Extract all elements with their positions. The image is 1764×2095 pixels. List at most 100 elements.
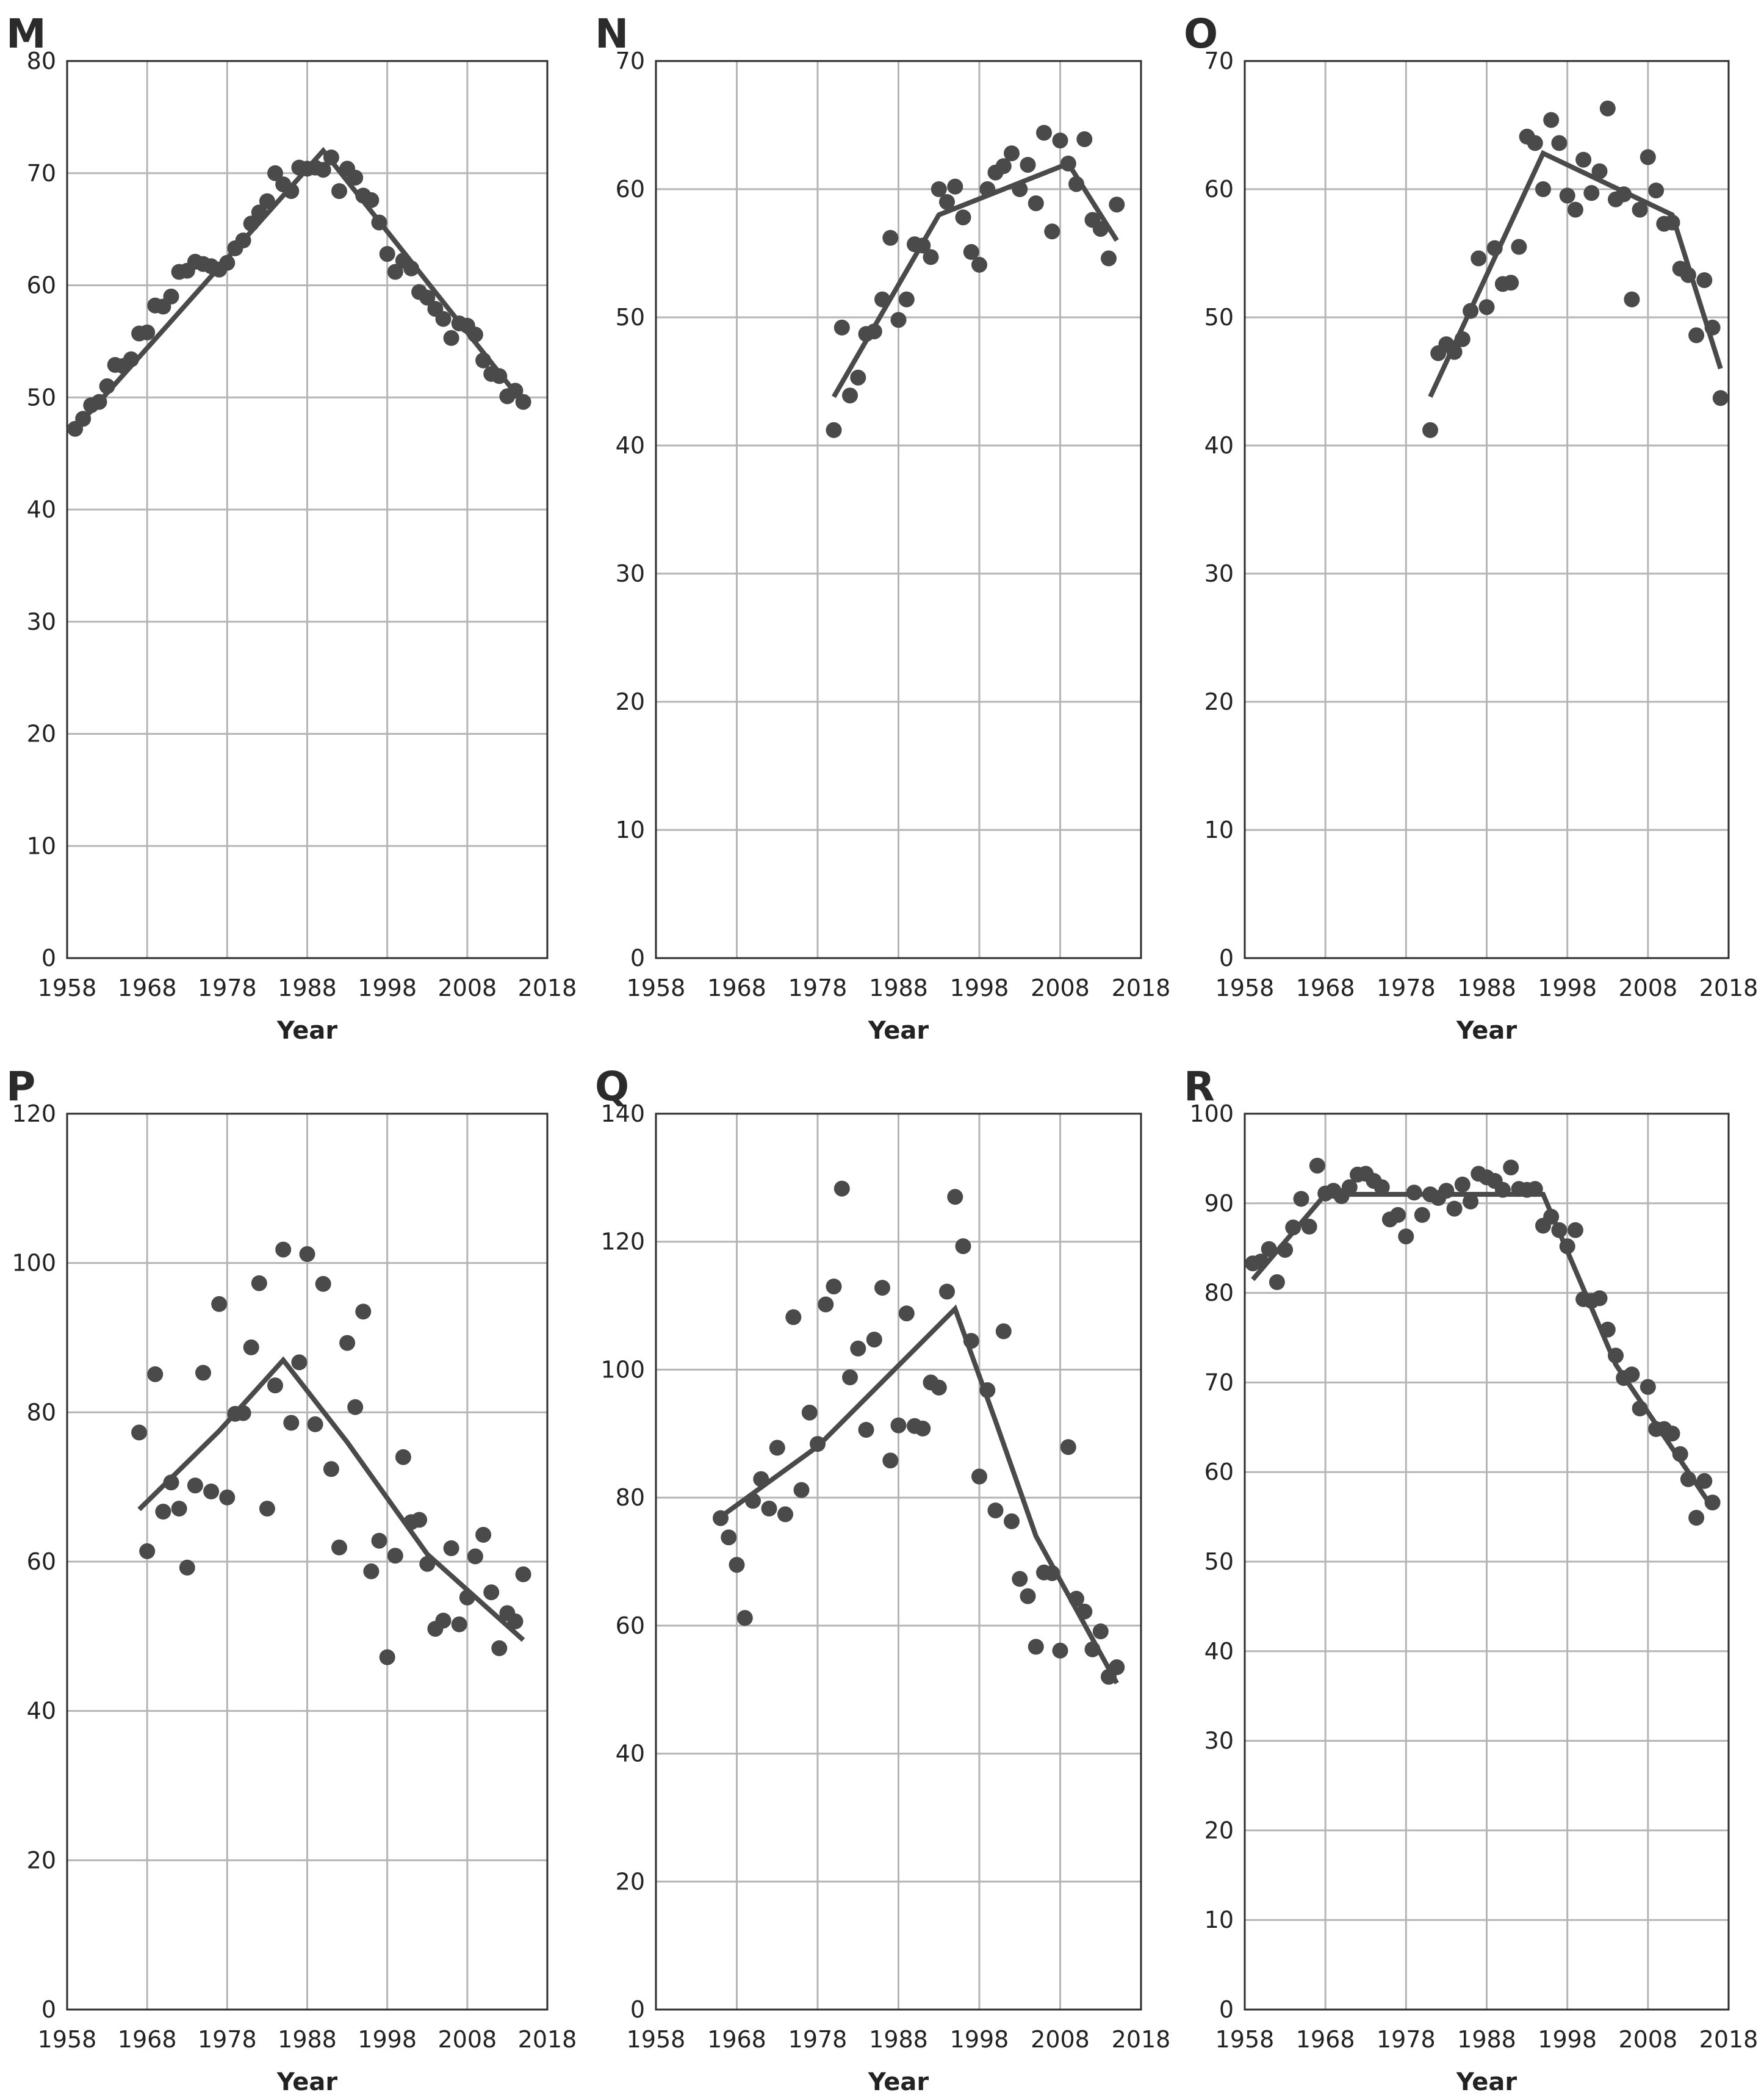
data-point — [515, 1566, 531, 1582]
data-point — [163, 1474, 179, 1491]
y-tick-label: 10 — [27, 832, 56, 859]
trend-line — [719, 1304, 1119, 1685]
x-tick-label: 1998 — [358, 975, 417, 1001]
data-point — [769, 1440, 785, 1456]
data-point — [1704, 319, 1721, 336]
y-tick-label: 60 — [616, 176, 645, 203]
data-point — [1624, 1366, 1640, 1383]
data-point — [882, 1452, 899, 1469]
panel-letter-r: R — [1184, 1063, 1215, 1110]
y-tick-label: 70 — [1204, 48, 1234, 74]
y-tick-label: 20 — [27, 1847, 56, 1873]
data-point — [963, 1333, 979, 1349]
data-point — [387, 264, 403, 280]
data-point — [1012, 181, 1028, 197]
data-point — [818, 1296, 834, 1313]
data-point — [1060, 1439, 1076, 1455]
x-tick-label: 1968 — [1296, 2026, 1355, 2053]
data-point — [1060, 156, 1076, 171]
y-tick-label: 100 — [600, 1356, 645, 1383]
x-tick-label: 1978 — [788, 2026, 848, 2053]
data-point — [1632, 1401, 1648, 1416]
data-point — [1277, 1242, 1294, 1258]
y-tick-label: 0 — [1219, 1996, 1234, 2023]
data-point — [99, 378, 115, 394]
data-point — [793, 1482, 810, 1498]
y-tick-label: 50 — [616, 304, 645, 331]
data-point — [1599, 1321, 1616, 1338]
data-point — [75, 411, 92, 427]
x-tick-label: 2018 — [1699, 2026, 1759, 2053]
panel-letter-o: O — [1184, 10, 1218, 57]
data-point — [379, 246, 395, 262]
trend-line — [137, 1356, 525, 1642]
x-tick-label: 2018 — [518, 2026, 577, 2053]
data-point — [866, 1332, 882, 1348]
x-tick-label: 1958 — [627, 2026, 686, 2053]
y-tick-label: 80 — [27, 1399, 56, 1426]
x-tick-label: 1998 — [950, 975, 1009, 1001]
data-point — [147, 1366, 164, 1382]
y-tick-label: 40 — [616, 1740, 645, 1767]
y-tick-label: 20 — [616, 1868, 645, 1895]
data-point — [1028, 1639, 1044, 1655]
data-point — [1696, 272, 1713, 289]
data-point — [1664, 214, 1680, 231]
x-tick-label: 2008 — [1031, 2026, 1090, 2053]
data-point — [411, 1512, 428, 1528]
data-point — [179, 1559, 195, 1576]
x-tick-label: 2008 — [1618, 975, 1677, 1001]
y-tick-label: 60 — [27, 1548, 56, 1575]
data-point — [1575, 151, 1592, 168]
data-point — [1591, 163, 1608, 179]
data-point — [1092, 1623, 1109, 1640]
data-point — [1101, 250, 1117, 267]
data-point — [850, 1340, 866, 1357]
y-tick-label: 60 — [1204, 176, 1234, 203]
y-tick-label: 50 — [1204, 304, 1234, 331]
chart-panel-q: Q 0 20 40 60 80 100 120 140 1958 1968 1978 1988 1998 2… — [595, 1063, 1170, 2095]
data-point — [987, 1502, 1004, 1519]
data-point — [1559, 187, 1575, 204]
data-point — [1454, 331, 1471, 347]
data-point — [1599, 100, 1616, 117]
data-point — [379, 1649, 395, 1665]
y-tick-label: 0 — [41, 1996, 56, 2023]
data-point — [403, 260, 419, 276]
x-axis-title: Year — [276, 1017, 337, 1045]
data-point — [1486, 240, 1503, 256]
data-point — [890, 1417, 907, 1433]
data-point — [979, 181, 996, 197]
x-tick-label: 1968 — [1296, 975, 1355, 1001]
data-point — [435, 311, 452, 327]
data-point — [475, 1527, 492, 1543]
x-tick-label: 2008 — [1031, 975, 1090, 1001]
data-point — [1084, 1641, 1101, 1657]
data-point — [842, 1369, 858, 1385]
data-point — [955, 209, 971, 226]
data-point — [1567, 1222, 1583, 1238]
data-point — [1253, 1253, 1269, 1270]
y-tick-label: 90 — [1204, 1190, 1234, 1217]
y-tick-label: 80 — [1204, 1280, 1234, 1307]
data-point — [363, 192, 380, 208]
data-point — [753, 1471, 769, 1487]
data-point — [419, 1556, 436, 1572]
panel-letter-m: M — [6, 10, 46, 57]
data-point — [1052, 132, 1068, 149]
plot-frame — [655, 1112, 1142, 2011]
data-point — [898, 291, 915, 308]
data-point — [491, 1640, 508, 1656]
data-point — [1446, 1200, 1463, 1217]
data-point — [1052, 1642, 1068, 1659]
data-point — [1293, 1191, 1309, 1207]
data-point — [235, 1405, 251, 1421]
data-point — [331, 183, 347, 200]
data-point — [1285, 1219, 1301, 1236]
data-point — [801, 1404, 818, 1421]
plot-frame — [1244, 1112, 1730, 2011]
x-tick-label: 1968 — [707, 975, 766, 1001]
y-tick-label: 30 — [1204, 1728, 1234, 1754]
data-point — [1591, 1290, 1608, 1307]
